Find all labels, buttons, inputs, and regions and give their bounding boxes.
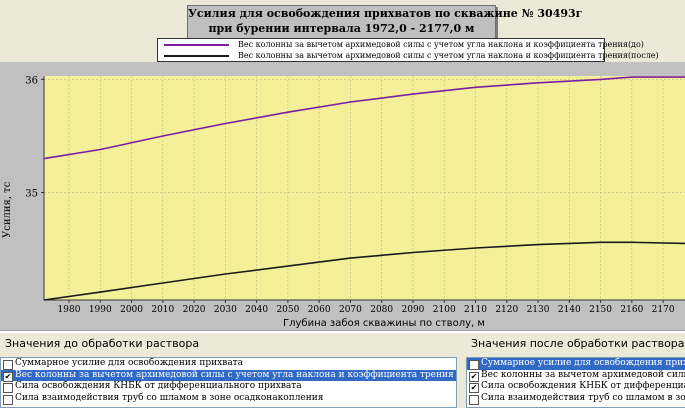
checkbox[interactable]: [3, 383, 13, 393]
checkbox[interactable]: ✔: [469, 371, 479, 382]
x-tick-label: 2090: [402, 305, 425, 315]
x-tick-label: 2130: [527, 305, 550, 315]
x-tick-label: 2050: [276, 305, 299, 315]
legend-label: Вес колонны за вычетом архимедовой силы …: [238, 40, 644, 49]
x-tick-label: 1990: [89, 305, 112, 315]
x-tick-label: 1980: [58, 305, 81, 315]
list-item-label: Сила взаимодействия труб со шламом в зон…: [481, 392, 685, 403]
legend-entry-before: Вес колонны за вычетом архимедовой силы …: [158, 40, 644, 50]
list-item-label: Сила взаимодействия труб со шламом в зон…: [15, 392, 324, 403]
list-item[interactable]: Сила взаимодействия труб со шламом в зон…: [1, 393, 456, 405]
list-item[interactable]: Суммарное усилие для освобождения прихва…: [467, 358, 685, 370]
panel-separator: [0, 330, 685, 333]
series-list-after[interactable]: Суммарное усилие для освобождения прихва…: [466, 357, 685, 408]
list-item[interactable]: ✔ Вес колонны за вычетом архимедовой силы…: [467, 370, 685, 382]
x-tick-label: 2120: [495, 305, 518, 315]
list-item-label: Суммарное усилие для освобождения прихва…: [481, 358, 685, 368]
legend-swatch: [164, 44, 229, 46]
list-item-label: Сила освобождения КНБК от дифференциальн: [481, 381, 685, 391]
list-item-label: Вес колонны за вычетом архимедовой силы …: [15, 369, 454, 380]
chart-title-line1: Усилия для освобождения прихватов по скв…: [188, 7, 583, 20]
list-item-label: Вес колонны за вычетом архимедовой силы …: [481, 369, 685, 380]
x-tick-label: 2070: [339, 305, 362, 315]
panel-after-title: Значения после обработки раствора: [471, 337, 685, 350]
chart-legend: Вес колонны за вычетом архимедовой силы …: [157, 38, 659, 62]
x-tick-label: 2160: [620, 305, 643, 315]
x-axis-label: Глубина забоя скважины по стволу, м: [283, 318, 485, 329]
chart-title-line2: при бурении интервала 1972,0 - 2177,0 м: [208, 22, 475, 35]
list-item[interactable]: Суммарное усилие для освобождения прихва…: [1, 358, 456, 370]
x-tick-label: 2040: [245, 305, 268, 315]
list-item-label: Суммарное усилие для освобождения прихва…: [15, 358, 244, 368]
x-tick-label: 2000: [120, 305, 143, 315]
list-item[interactable]: ✔ Вес колонны за вычетом архимедовой силы…: [1, 369, 456, 382]
series-line-after: [43, 241, 685, 301]
series-line-before: [43, 76, 685, 160]
checkbox[interactable]: ✔: [469, 383, 479, 393]
checkbox[interactable]: [469, 394, 479, 405]
list-item[interactable]: Сила освобождения КНБК от дифференциальн…: [1, 381, 456, 393]
x-tick-label: 2030: [214, 305, 237, 315]
y-tick-label: 35: [25, 189, 38, 200]
x-tick-label: 2020: [183, 305, 206, 315]
x-tick-label: 2140: [558, 305, 581, 315]
x-tick-label: 2100: [433, 305, 456, 315]
checkbox[interactable]: [3, 394, 13, 405]
chart-plot[interactable]: 1980 1990 2000 2010 2020 2030 2040 2050 2060 2070…: [0, 62, 685, 320]
panel-before-title: Значения до обработки раствора: [5, 337, 200, 350]
x-tick-label: 2110: [464, 305, 487, 315]
legend-label: Вес колонны за вычетом архимедовой силы …: [238, 51, 659, 60]
x-tick-label: 2080: [370, 305, 393, 315]
checkbox[interactable]: [469, 360, 479, 370]
checkbox[interactable]: ✔: [3, 371, 13, 382]
x-tick-label: 2010: [151, 305, 174, 315]
series-list-before[interactable]: Суммарное усилие для освобождения прихва…: [0, 357, 457, 408]
x-tick-label: 2170: [652, 305, 675, 315]
plot-area: [44, 76, 685, 300]
checkbox[interactable]: [3, 360, 13, 370]
y-tick-label: 36: [25, 75, 38, 86]
chart-title-box: Усилия для освобождения прихватов по скв…: [187, 5, 583, 39]
x-tick-label: 2150: [589, 305, 612, 315]
legend-entry-after: Вес колонны за вычетом архимедовой силы …: [158, 51, 659, 61]
list-item[interactable]: Сила взаимодействия труб со шламом в зон…: [467, 393, 685, 405]
list-item-label: Сила освобождения КНБК от дифференциальн…: [15, 381, 302, 391]
list-item[interactable]: ✔ Сила освобождения КНБК от дифференциаль…: [467, 381, 685, 393]
legend-swatch: [164, 55, 229, 57]
x-tick-label: 2060: [308, 305, 331, 315]
y-axis-label: Усилия, тс: [2, 181, 13, 238]
